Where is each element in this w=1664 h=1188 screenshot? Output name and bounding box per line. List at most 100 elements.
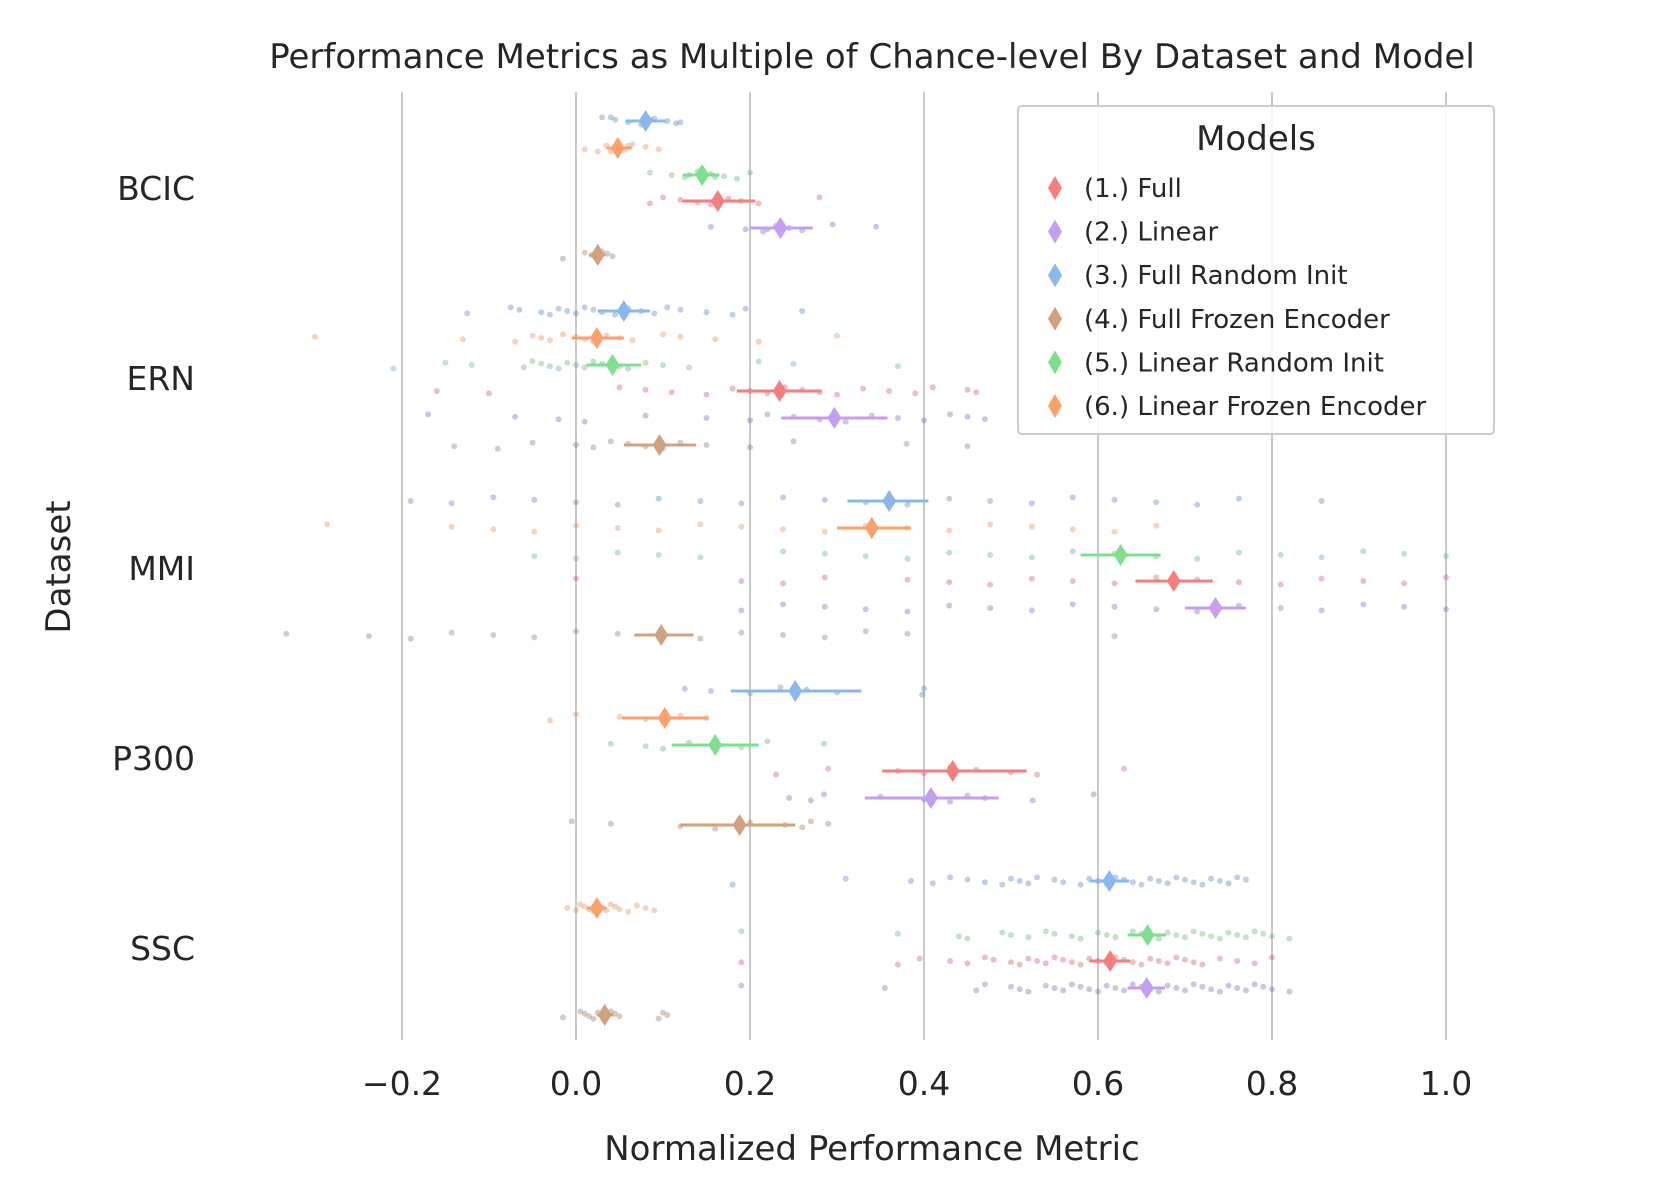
data-point xyxy=(660,331,666,338)
y-tick-label: P300 xyxy=(112,739,195,778)
data-point xyxy=(946,527,953,534)
data-point xyxy=(1153,574,1160,581)
data-point xyxy=(834,391,840,398)
data-point xyxy=(668,389,675,396)
data-point xyxy=(1051,876,1058,883)
data-point xyxy=(916,955,923,962)
data-point xyxy=(1190,959,1197,966)
data-point xyxy=(529,439,536,446)
data-point xyxy=(820,791,827,798)
y-tick-label: MMI xyxy=(128,549,195,588)
mean-marker xyxy=(945,760,960,782)
data-point xyxy=(1199,930,1206,937)
data-point xyxy=(1034,874,1041,881)
data-point xyxy=(829,221,836,228)
data-point xyxy=(1029,797,1036,804)
data-point xyxy=(703,415,710,421)
data-point xyxy=(1443,553,1449,560)
data-point xyxy=(1034,958,1041,964)
data-point xyxy=(1443,606,1449,613)
legend-entry: (4.) Full Frozen Encoder xyxy=(1048,305,1390,335)
data-point xyxy=(755,358,762,365)
data-point xyxy=(1225,982,1232,989)
data-point xyxy=(512,413,519,420)
data-point xyxy=(1269,986,1275,993)
data-point xyxy=(1028,500,1035,507)
mean-marker xyxy=(732,814,747,836)
data-point xyxy=(760,228,767,235)
legend-label: (4.) Full Frozen Encoder xyxy=(1084,305,1390,335)
data-point xyxy=(777,684,784,691)
data-point xyxy=(573,628,579,635)
data-point xyxy=(842,418,849,425)
data-point xyxy=(1060,956,1067,963)
data-point xyxy=(1129,959,1136,966)
data-point xyxy=(1216,955,1223,962)
data-point xyxy=(1155,935,1162,942)
data-point xyxy=(1216,878,1223,884)
data-point xyxy=(1008,875,1014,882)
data-point xyxy=(464,310,471,317)
data-point xyxy=(919,691,926,698)
data-point xyxy=(947,874,954,881)
data-point xyxy=(677,306,684,313)
data-point xyxy=(1242,987,1249,994)
data-point xyxy=(1077,935,1084,942)
data-point xyxy=(590,1015,597,1022)
data-point xyxy=(1234,874,1241,881)
data-point xyxy=(1025,955,1032,962)
legend-entry: (2.) Linear xyxy=(1048,218,1218,248)
data-point xyxy=(1173,954,1180,961)
data-point xyxy=(1016,878,1023,884)
mean-marker xyxy=(590,244,605,266)
data-point xyxy=(607,438,614,445)
legend-marker xyxy=(1048,350,1062,375)
data-point xyxy=(573,555,579,562)
data-point xyxy=(707,688,714,694)
data-point xyxy=(881,985,888,991)
mean-markers xyxy=(571,110,1246,1026)
data-point xyxy=(642,905,649,911)
data-point xyxy=(807,818,814,825)
mean-marker xyxy=(589,897,604,919)
data-point xyxy=(651,310,658,317)
data-point xyxy=(1269,954,1275,961)
data-point xyxy=(1069,494,1076,501)
data-point xyxy=(538,309,545,316)
data-point xyxy=(816,194,823,201)
data-point xyxy=(780,548,787,555)
data-point xyxy=(733,175,740,182)
data-point xyxy=(842,875,849,882)
data-point xyxy=(651,907,658,914)
data-point xyxy=(1443,574,1449,581)
data-point xyxy=(1260,930,1267,937)
mean-marker xyxy=(616,300,631,322)
data-point xyxy=(616,1013,623,1020)
data-point xyxy=(790,360,797,367)
data-point xyxy=(1225,880,1232,887)
data-point xyxy=(1173,932,1180,938)
data-point xyxy=(946,602,953,609)
data-point xyxy=(1251,928,1258,935)
data-point xyxy=(433,388,440,394)
data-point xyxy=(1164,960,1171,967)
data-point xyxy=(1190,981,1197,988)
data-point xyxy=(1028,523,1035,530)
data-point xyxy=(1111,496,1118,503)
data-point xyxy=(1111,580,1118,587)
data-point xyxy=(660,1009,666,1016)
data-point xyxy=(738,578,745,584)
mean-marker xyxy=(773,217,788,239)
data-point xyxy=(1155,988,1162,995)
data-point xyxy=(821,528,828,535)
data-point xyxy=(1190,928,1197,935)
legend: Models (1.) Full (2.) Linear (3.) Full Ran… xyxy=(1017,105,1495,435)
data-point xyxy=(907,878,914,884)
data-point xyxy=(1051,985,1058,991)
data-point xyxy=(764,411,771,418)
legend-entries: (1.) Full (2.) Linear (3.) Full Random Ini… xyxy=(1048,174,1427,422)
data-point xyxy=(668,172,675,178)
data-point xyxy=(677,196,684,203)
data-point xyxy=(964,413,971,420)
data-point xyxy=(964,386,971,393)
